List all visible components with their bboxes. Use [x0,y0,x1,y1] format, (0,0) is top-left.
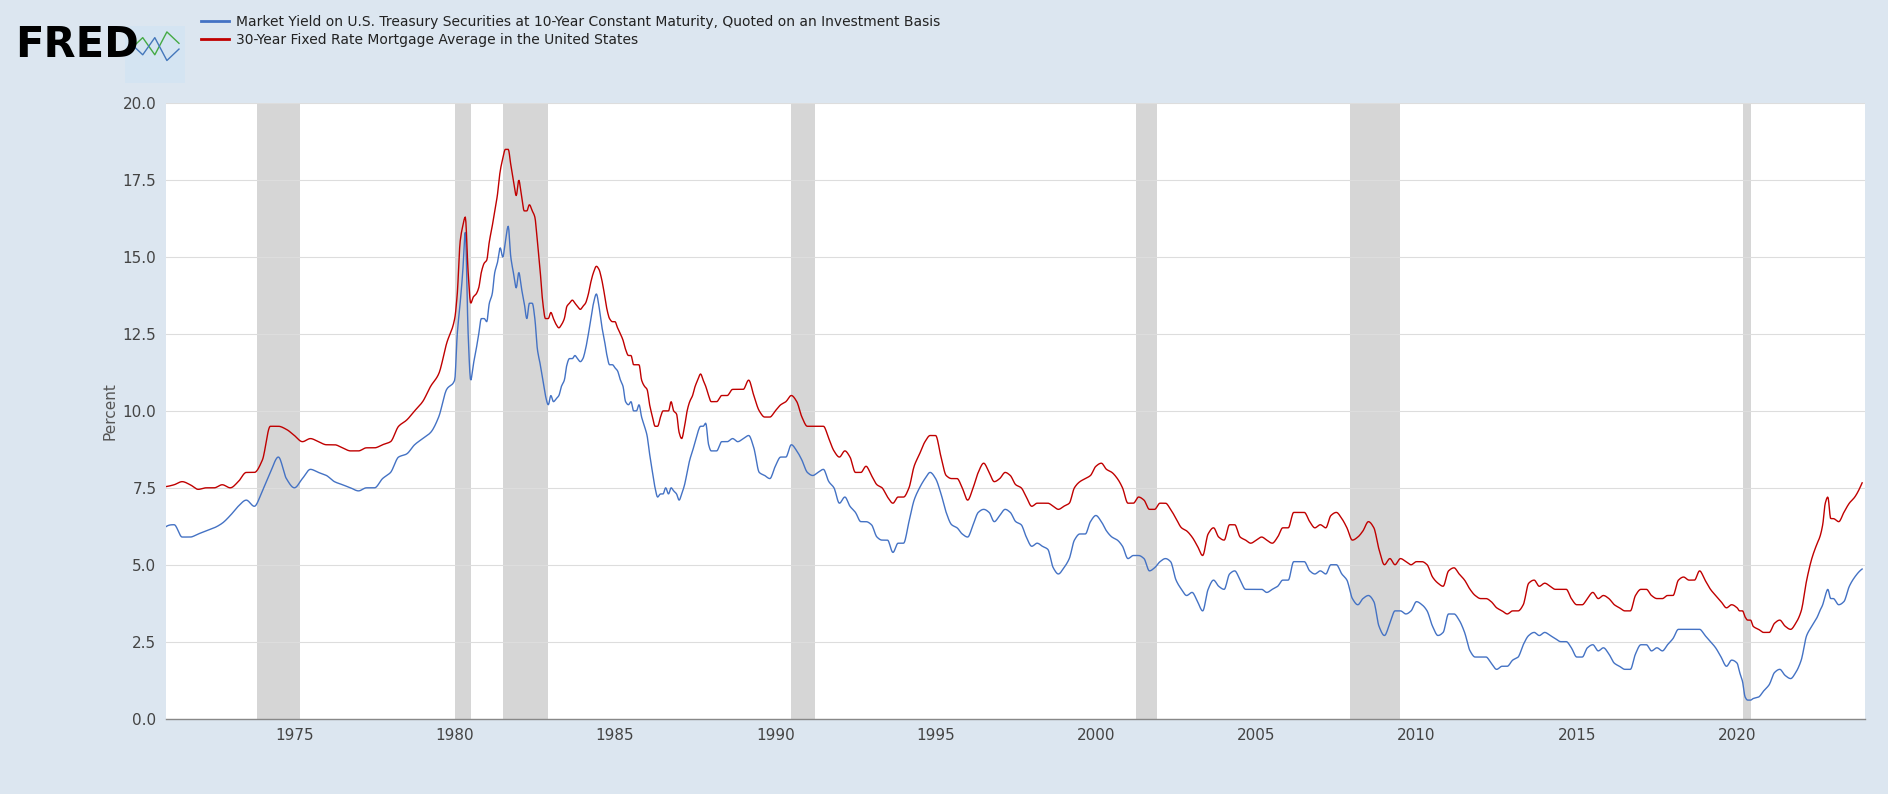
Legend: Market Yield on U.S. Treasury Securities at 10-Year Constant Maturity, Quoted on: Market Yield on U.S. Treasury Securities… [202,15,940,47]
Bar [1350,103,1401,719]
Y-axis label: Percent: Percent [102,382,117,440]
Bar [502,103,548,719]
Bar [257,103,300,719]
Bar [1743,103,1750,719]
Text: FRED: FRED [15,24,140,66]
Bar [791,103,816,719]
Bar [1137,103,1157,719]
Bar [455,103,470,719]
